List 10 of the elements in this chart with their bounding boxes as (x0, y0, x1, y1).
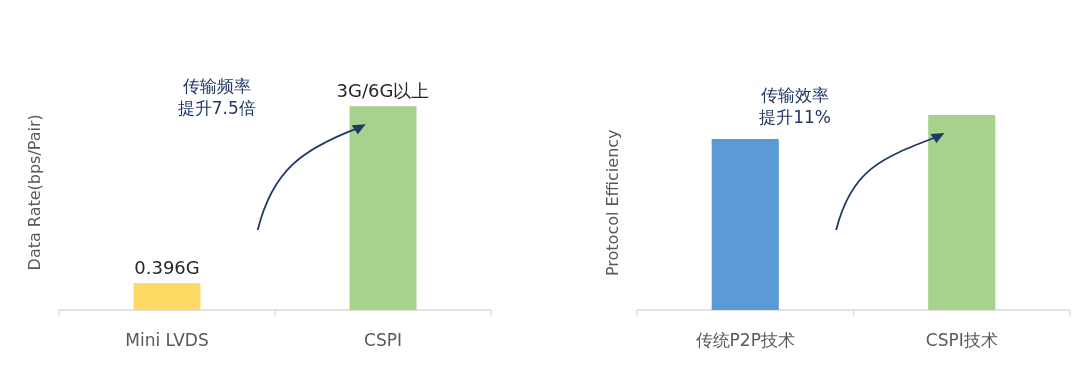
y-axis-title: Protocol Efficiency (603, 129, 622, 277)
y-axis-title: Data Rate(bps/Pair) (25, 114, 44, 271)
x-tick-label: 传统P2P技术 (695, 330, 795, 350)
data-label: 3G/6G以上 (336, 80, 430, 102)
data-label: 0.396G (134, 257, 200, 279)
annotation: 传输频率提升7.5倍 (177, 76, 256, 119)
annotation: 传输效率提升11% (759, 85, 831, 127)
x-tick-label: Mini LVDS (125, 330, 209, 350)
x-tick-label: CSPI (364, 330, 402, 350)
x-tick-label: CSPI技术 (925, 330, 998, 350)
